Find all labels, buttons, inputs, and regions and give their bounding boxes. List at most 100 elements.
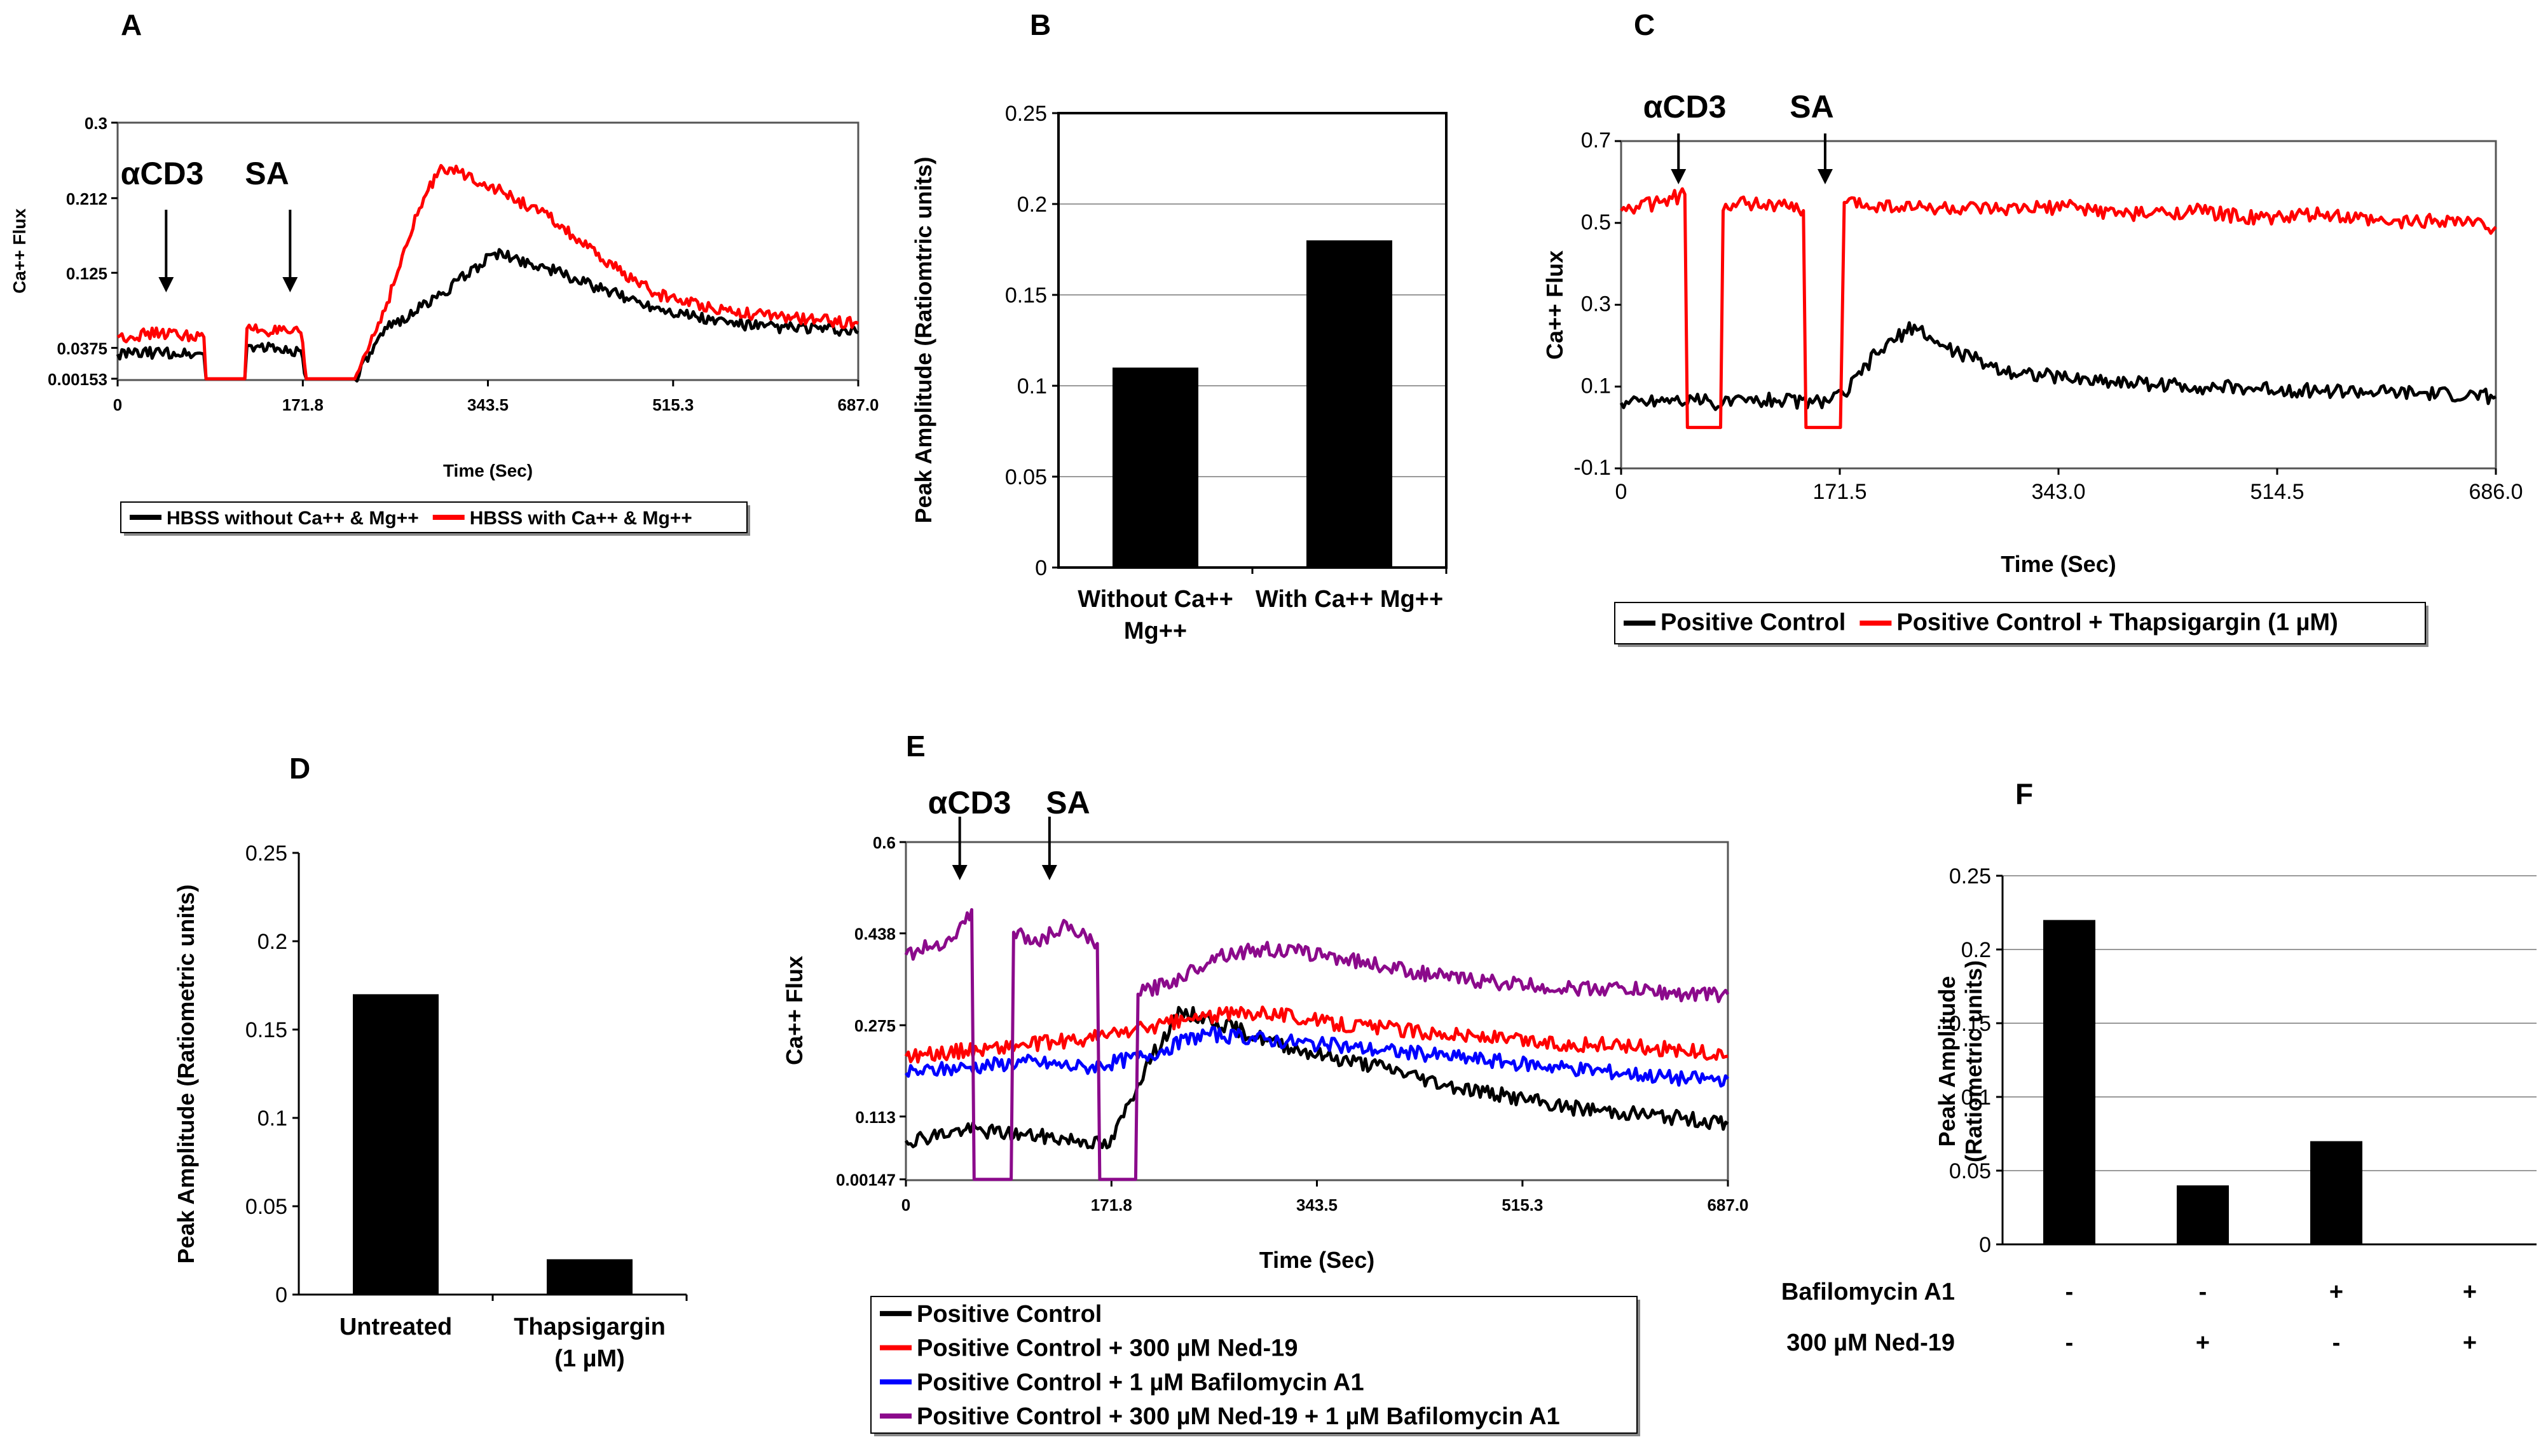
x-axis-label: Time (Sec): [443, 461, 533, 480]
y-tick-label: 0.05: [1005, 465, 1047, 489]
y-tick-label: 0: [275, 1283, 287, 1307]
annotation-arrowhead: [158, 277, 174, 292]
y-tick-label: 0.25: [1949, 864, 1991, 888]
plot-frame: [905, 841, 1729, 1181]
y-tick-label: 0.7: [1581, 128, 1611, 153]
series-line: [116, 164, 860, 381]
panel-label: D: [289, 752, 310, 785]
y-tick-label: 0: [1035, 556, 1047, 580]
annotation-label: αCD3: [928, 785, 1011, 820]
condition-mark: -: [2332, 1330, 2341, 1356]
bar: [547, 1259, 633, 1295]
legend-entry: HBSS with Ca++ & Mg++: [470, 508, 692, 529]
y-tick-label: 0.2: [1961, 938, 1991, 962]
y-tick-label: 0.2: [1017, 193, 1047, 217]
y-tick-label: 0.05: [1949, 1159, 1991, 1183]
y-axis-label: Ca++ Flux: [1542, 250, 1568, 360]
condition-mark: +: [2463, 1330, 2477, 1356]
plot-frame: [1620, 140, 2497, 470]
category-label: Untreated: [339, 1314, 452, 1340]
y-axis-label: Peak Amplitude (Ratiometric units): [173, 885, 199, 1264]
category-label: Mg++: [1124, 618, 1187, 644]
condition-row-label: Bafilomycin A1: [1781, 1279, 1955, 1305]
annotation-arrowhead: [282, 277, 298, 292]
panel-F: F 0 0.05 0.1 0.15 0.2 0.25 Peak Amplitude (Ratio…: [1781, 777, 2537, 1356]
legend-entry: Positive Control: [917, 1301, 1102, 1328]
y-axis-label: (Ratiometric units): [1961, 960, 1987, 1162]
legend-entry: Positive Control + Thapsigargin (1 µM): [1896, 609, 2338, 636]
y-tick-label: 0: [1979, 1233, 1991, 1257]
bar: [2177, 1185, 2229, 1244]
condition-mark: -: [2065, 1279, 2074, 1305]
annotation-label: αCD3: [121, 156, 204, 191]
legend: HBSS without Ca++ & Mg++ HBSS with Ca++ &…: [120, 501, 750, 536]
y-axis-label: Peak Amplitude: [1934, 976, 1960, 1147]
y-tick-label: 0.3: [85, 114, 107, 133]
condition-mark: +: [2196, 1330, 2210, 1356]
x-tick-label: 687.0: [1707, 1195, 1748, 1214]
panel-label: E: [906, 730, 926, 763]
x-tick-label: 515.3: [652, 395, 694, 414]
x-axis-label: Time (Sec): [1259, 1247, 1374, 1273]
panel-C: C -0.1 0.1 0.3 0.5 0.7 0 171.5 343.0 514.5 686.0 Ti…: [1542, 8, 2523, 647]
legend-entry: Positive Control: [1661, 609, 1846, 636]
x-tick-label: 171.5: [1812, 480, 1866, 504]
panel-B: B 0 0.05 0.1 0.15 0.2 0.25 Peak Amplitude (Rati…: [910, 8, 1448, 644]
legend-entry: Positive Control + 300 µM Ned-19: [917, 1335, 1298, 1362]
bar: [2310, 1141, 2362, 1244]
panel-D: D 0 0.05 0.1 0.15 0.2 0.25 Peak Amplitude (Rati…: [173, 752, 688, 1372]
x-tick-label: 0: [1615, 480, 1627, 504]
y-tick-label: 0.15: [1949, 1012, 1991, 1036]
y-tick-label: 0.0375: [57, 339, 107, 358]
legend-entry: HBSS without Ca++ & Mg++: [167, 508, 419, 529]
y-tick-label: 0.25: [245, 841, 287, 866]
series-line: [904, 1005, 1729, 1150]
y-tick-label: 0.00153: [48, 370, 107, 389]
annotation-label: SA: [245, 156, 289, 191]
bar: [2043, 920, 2095, 1244]
x-tick-label: 514.5: [2250, 480, 2304, 504]
panel-label: F: [2015, 777, 2033, 810]
x-axis-label: Time (Sec): [2001, 551, 2116, 577]
x-tick-label: 343.5: [1296, 1195, 1338, 1214]
condition-mark: -: [2065, 1330, 2074, 1356]
category-label: With Ca++ Mg++: [1256, 586, 1443, 613]
annotation-arrowhead: [952, 865, 968, 880]
annotation-label: αCD3: [1643, 89, 1727, 125]
legend-box: [1614, 602, 2426, 644]
y-tick-label: 0.05: [245, 1195, 287, 1219]
y-tick-label: 0.6: [873, 833, 896, 852]
x-tick-label: 171.8: [1091, 1195, 1132, 1214]
panel-label: A: [121, 8, 142, 41]
x-tick-label: 343.0: [2031, 480, 2085, 504]
series-line: [904, 1005, 1729, 1064]
legend-entry: Positive Control + 300 µM Ned-19 + 1 µM …: [917, 1403, 1560, 1430]
x-tick-label: 343.5: [467, 395, 509, 414]
series-line: [905, 1026, 1729, 1088]
condition-mark: -: [2199, 1279, 2207, 1305]
y-tick-label: 0.1: [1581, 374, 1611, 398]
y-tick-label: 0.212: [66, 189, 107, 208]
bar: [1113, 367, 1198, 568]
plot-frame: [116, 121, 860, 381]
panel-label: B: [1030, 8, 1051, 41]
y-tick-label: 0.1: [1017, 374, 1047, 398]
y-axis-label: Peak Amplitude (Ratiomtric units): [910, 157, 936, 524]
x-tick-label: 0: [113, 395, 122, 414]
panel-E: E 0.00147 0.113 0.275 0.438 0.6 0 171.8 343.5 515…: [781, 730, 1749, 1436]
annotation-label: SA: [1046, 785, 1090, 820]
y-tick-label: 0.15: [1005, 283, 1047, 308]
annotation-arrowhead: [1671, 169, 1687, 184]
category-label: Without Ca++: [1078, 586, 1233, 613]
bar: [1306, 240, 1392, 568]
panel-A: A 0.00153 0.0375 0.125 0.212 0.3 0 171.8 343.5 51…: [10, 8, 879, 536]
y-tick-label: 0.2: [257, 930, 287, 954]
y-tick-label: 0.25: [1005, 102, 1047, 126]
legend: Positive Control Positive Control + 300 µ…: [870, 1296, 1640, 1436]
y-axis-label: Ca++ Flux: [781, 956, 807, 1065]
condition-row-label: 300 µM Ned-19: [1786, 1330, 1955, 1356]
x-tick-label: 0: [901, 1195, 910, 1214]
series-line: [1620, 187, 2497, 430]
y-tick-label: 0.15: [245, 1018, 287, 1042]
y-tick-label: -0.1: [1573, 456, 1611, 480]
